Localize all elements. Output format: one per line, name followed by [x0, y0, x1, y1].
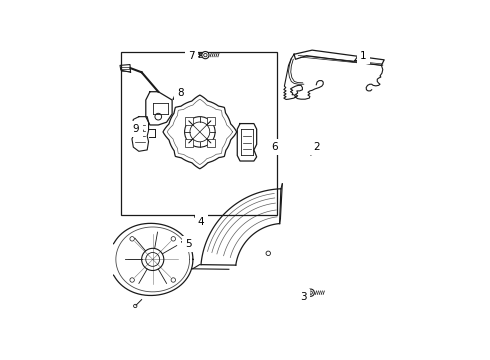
Circle shape [204, 53, 207, 57]
Circle shape [130, 278, 134, 282]
Circle shape [171, 278, 175, 282]
Bar [185, 117, 193, 125]
Text: 8: 8 [173, 88, 184, 99]
Circle shape [202, 51, 209, 59]
Circle shape [190, 122, 210, 142]
Circle shape [266, 251, 270, 256]
Circle shape [185, 117, 215, 147]
Text: 6: 6 [271, 142, 278, 152]
Circle shape [155, 113, 162, 120]
Text: 5: 5 [182, 239, 192, 249]
Bar [207, 117, 215, 125]
Circle shape [142, 248, 164, 270]
Text: 9: 9 [133, 124, 143, 134]
Bar [185, 139, 193, 147]
Circle shape [309, 291, 313, 294]
Circle shape [171, 237, 175, 241]
Circle shape [130, 237, 134, 241]
Text: 7: 7 [188, 51, 201, 61]
Circle shape [307, 289, 314, 296]
Bar [207, 139, 215, 147]
Circle shape [134, 304, 137, 308]
Text: 2: 2 [311, 142, 319, 155]
Text: 1: 1 [354, 51, 367, 61]
Text: 3: 3 [300, 292, 310, 302]
Circle shape [146, 252, 160, 266]
Bar [121, 51, 277, 215]
Text: 4: 4 [195, 217, 204, 227]
